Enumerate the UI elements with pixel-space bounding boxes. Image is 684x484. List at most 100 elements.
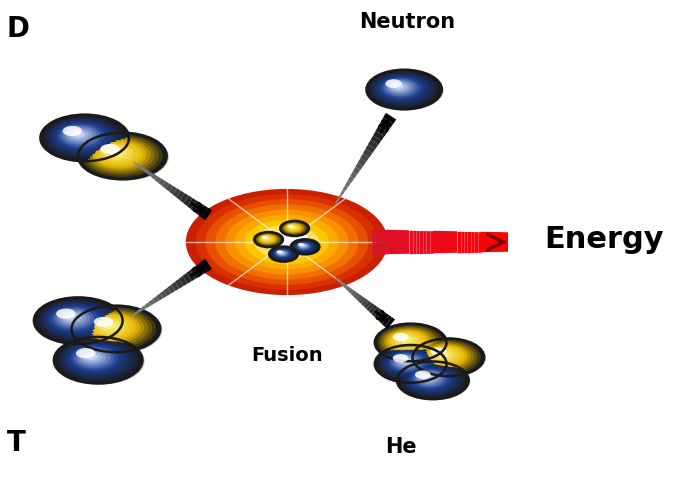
Ellipse shape	[264, 230, 310, 254]
Ellipse shape	[291, 240, 320, 255]
Ellipse shape	[63, 126, 97, 144]
Ellipse shape	[369, 71, 438, 107]
Ellipse shape	[71, 131, 85, 138]
Ellipse shape	[55, 122, 109, 151]
Ellipse shape	[369, 71, 444, 110]
Ellipse shape	[95, 142, 142, 166]
Ellipse shape	[393, 84, 404, 90]
Ellipse shape	[415, 339, 486, 377]
Ellipse shape	[103, 146, 131, 160]
Ellipse shape	[433, 349, 455, 361]
Ellipse shape	[36, 299, 124, 345]
Ellipse shape	[261, 236, 267, 239]
Ellipse shape	[289, 225, 298, 230]
Ellipse shape	[43, 116, 125, 159]
Ellipse shape	[80, 134, 169, 181]
Ellipse shape	[291, 240, 318, 254]
Ellipse shape	[428, 347, 462, 364]
Ellipse shape	[276, 250, 282, 254]
Ellipse shape	[82, 352, 102, 363]
Ellipse shape	[97, 319, 124, 333]
Ellipse shape	[62, 341, 131, 377]
Ellipse shape	[272, 248, 294, 259]
Ellipse shape	[65, 343, 127, 375]
Ellipse shape	[101, 145, 135, 163]
Ellipse shape	[49, 119, 117, 155]
Ellipse shape	[377, 346, 443, 381]
Ellipse shape	[225, 210, 349, 274]
Ellipse shape	[92, 140, 146, 169]
Ellipse shape	[389, 352, 427, 372]
Ellipse shape	[385, 79, 402, 88]
Ellipse shape	[393, 333, 408, 341]
Ellipse shape	[281, 221, 308, 235]
Ellipse shape	[259, 234, 276, 243]
Ellipse shape	[65, 314, 78, 321]
Ellipse shape	[78, 133, 167, 180]
Text: Neutron: Neutron	[359, 12, 456, 32]
Ellipse shape	[417, 372, 439, 384]
Ellipse shape	[400, 358, 410, 364]
Ellipse shape	[205, 199, 368, 285]
Ellipse shape	[60, 125, 101, 146]
Ellipse shape	[74, 307, 162, 353]
Ellipse shape	[57, 123, 105, 149]
Ellipse shape	[431, 348, 458, 363]
Ellipse shape	[79, 350, 106, 364]
Ellipse shape	[378, 76, 425, 100]
Ellipse shape	[56, 338, 145, 385]
Ellipse shape	[294, 241, 314, 252]
Ellipse shape	[380, 326, 440, 358]
Ellipse shape	[298, 243, 309, 249]
Ellipse shape	[279, 252, 284, 254]
Ellipse shape	[51, 306, 98, 331]
Ellipse shape	[386, 80, 415, 95]
Ellipse shape	[397, 362, 469, 399]
Ellipse shape	[382, 327, 436, 356]
Ellipse shape	[300, 244, 306, 247]
Ellipse shape	[186, 189, 388, 295]
Ellipse shape	[74, 348, 114, 369]
Text: T: T	[7, 429, 25, 457]
Ellipse shape	[391, 332, 423, 349]
Ellipse shape	[92, 316, 132, 337]
Ellipse shape	[275, 249, 290, 257]
Ellipse shape	[81, 134, 163, 177]
Ellipse shape	[281, 221, 310, 236]
Ellipse shape	[263, 237, 270, 240]
Text: Fusion: Fusion	[251, 346, 323, 365]
Ellipse shape	[371, 72, 435, 106]
Ellipse shape	[389, 331, 427, 351]
Text: Energy: Energy	[544, 225, 664, 254]
Ellipse shape	[260, 235, 275, 243]
Ellipse shape	[397, 335, 414, 344]
Ellipse shape	[270, 247, 299, 262]
Ellipse shape	[386, 330, 430, 353]
Ellipse shape	[391, 353, 423, 371]
Ellipse shape	[278, 251, 285, 255]
Ellipse shape	[391, 82, 408, 91]
Ellipse shape	[395, 356, 417, 367]
Ellipse shape	[85, 353, 98, 360]
Ellipse shape	[435, 350, 451, 359]
Ellipse shape	[413, 370, 446, 387]
Ellipse shape	[276, 250, 289, 257]
Ellipse shape	[297, 242, 311, 250]
Ellipse shape	[375, 345, 447, 383]
Ellipse shape	[87, 137, 155, 173]
Ellipse shape	[77, 309, 152, 348]
Ellipse shape	[57, 338, 138, 381]
Ellipse shape	[103, 322, 116, 329]
Ellipse shape	[66, 128, 93, 142]
Ellipse shape	[381, 77, 421, 99]
Ellipse shape	[287, 224, 300, 231]
Ellipse shape	[101, 144, 120, 154]
Ellipse shape	[42, 116, 131, 163]
Ellipse shape	[376, 75, 428, 102]
Ellipse shape	[276, 250, 287, 256]
Ellipse shape	[257, 233, 279, 245]
Ellipse shape	[70, 346, 118, 371]
Ellipse shape	[380, 348, 440, 379]
Ellipse shape	[75, 307, 156, 350]
Ellipse shape	[415, 340, 481, 375]
